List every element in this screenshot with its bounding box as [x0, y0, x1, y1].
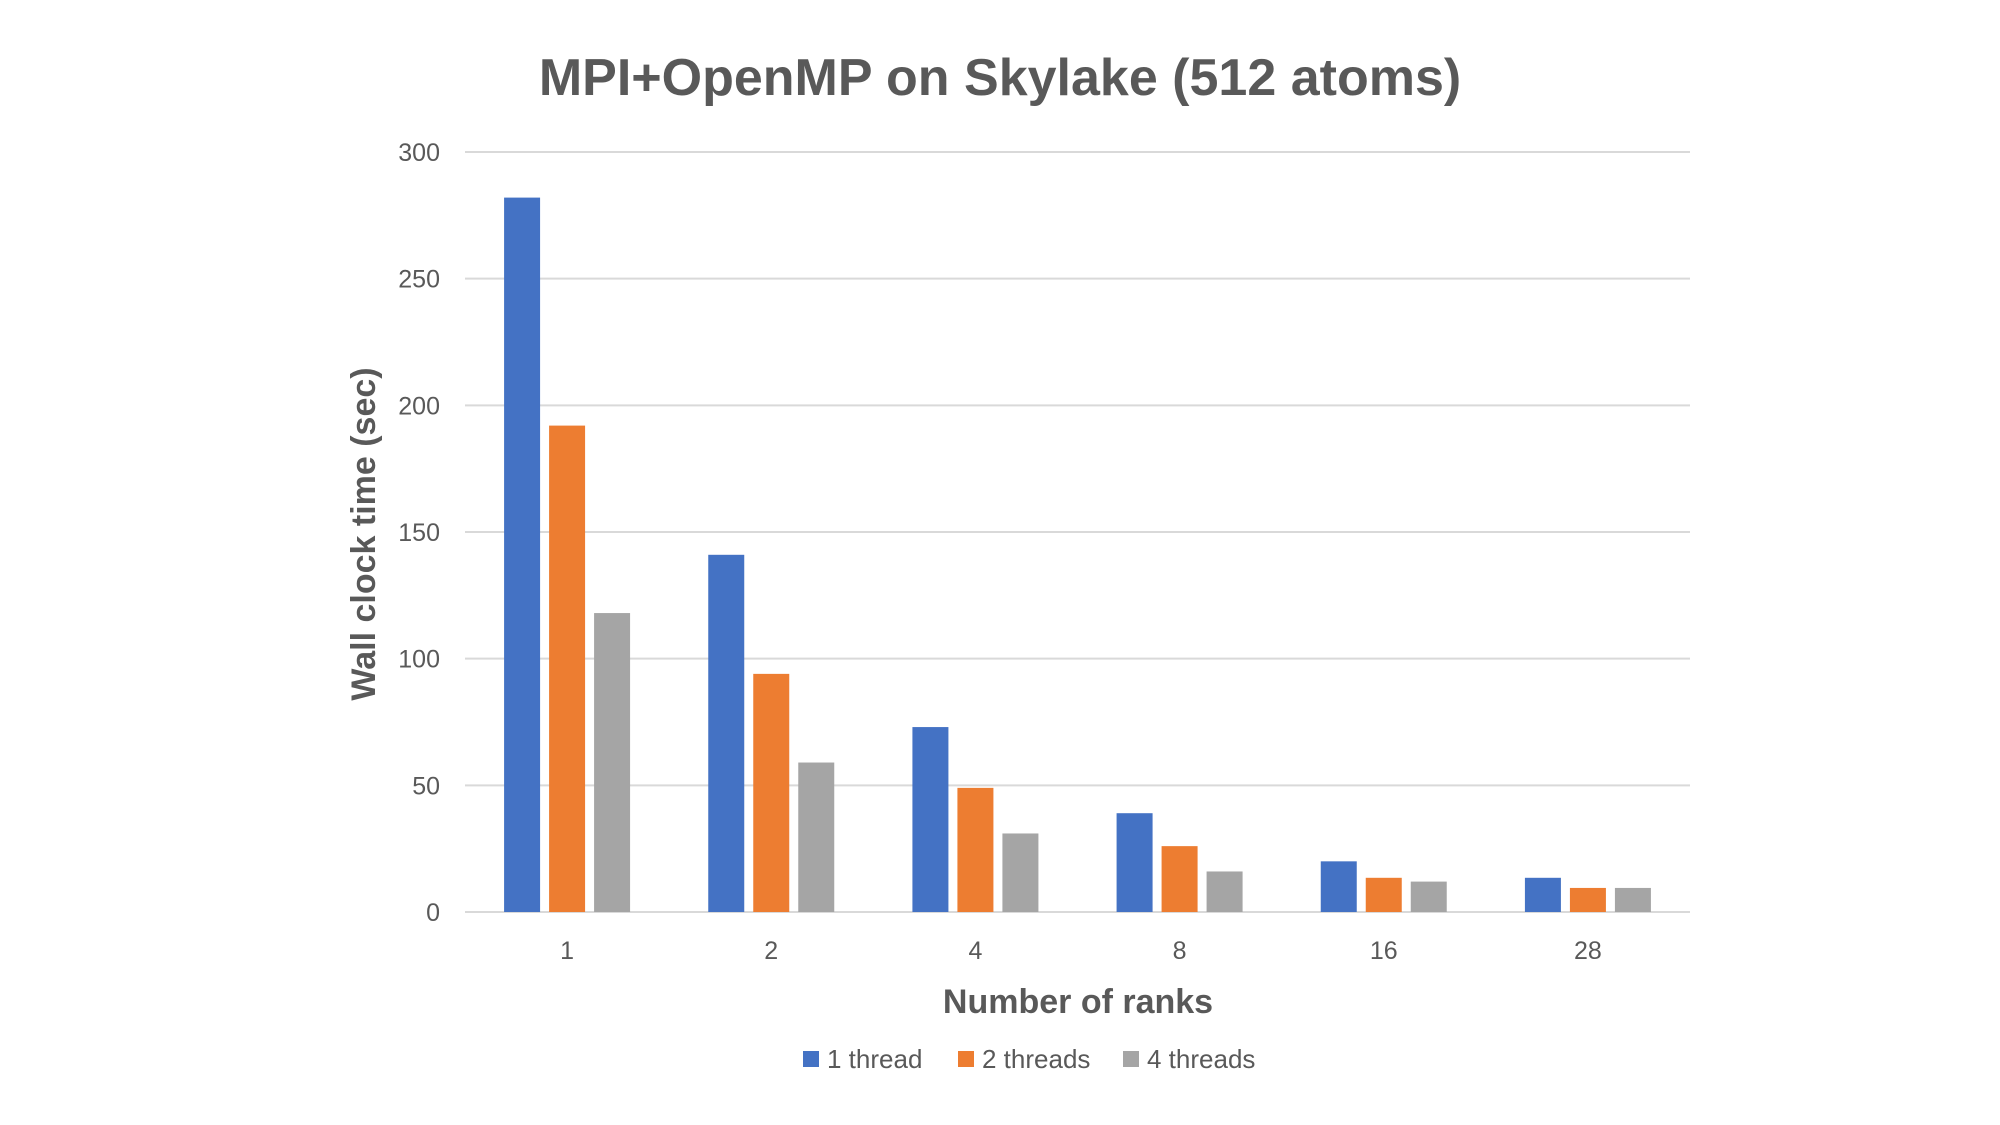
chart-title: MPI+OpenMP on Skylake (512 atoms): [539, 49, 1461, 107]
bars: [504, 197, 1651, 913]
bar-4-threads-16: [1410, 881, 1447, 912]
x-tick-label: 4: [968, 937, 982, 965]
legend: 1 thread 2 threads 4 threads: [803, 1044, 1255, 1074]
y-tick-label: 250: [398, 266, 440, 294]
bar-1-thread-2: [708, 554, 745, 912]
legend-label: 2 threads: [982, 1044, 1090, 1074]
bar-2-threads-1: [549, 425, 586, 912]
y-tick-label: 50: [412, 772, 440, 800]
bar-1-thread-16: [1320, 861, 1357, 912]
y-axis-title: Wall clock time (sec): [345, 367, 383, 700]
x-axis-ticks: 1 2 4 8 16 28: [560, 937, 1602, 965]
bar-4-threads-4: [1002, 833, 1039, 912]
bar-2-threads-16: [1365, 877, 1402, 912]
bar-1-thread-4: [912, 727, 949, 912]
bar-4-threads-1: [594, 613, 631, 912]
y-tick-label: 100: [398, 646, 440, 674]
bar-4-threads-8: [1206, 871, 1243, 912]
bar-2-threads-28: [1569, 887, 1606, 912]
y-tick-label: 0: [426, 899, 440, 927]
y-axis-ticks: 0 50 100 150 200 250 300: [398, 139, 440, 927]
x-tick-label: 1: [560, 937, 574, 965]
y-tick-label: 150: [398, 519, 440, 547]
y-tick-label: 300: [398, 139, 440, 167]
bar-1-thread-1: [504, 197, 541, 913]
legend-label: 1 thread: [827, 1044, 922, 1074]
bar-1-thread-28: [1524, 877, 1561, 912]
bar-2-threads-4: [957, 787, 994, 912]
bar-2-threads-8: [1161, 846, 1198, 912]
x-tick-label: 2: [764, 937, 778, 965]
x-tick-label: 8: [1173, 937, 1187, 965]
x-tick-label: 28: [1574, 937, 1602, 965]
legend-swatch: [958, 1051, 974, 1067]
bar-1-thread-8: [1116, 813, 1153, 912]
bar-2-threads-2: [753, 673, 790, 912]
x-tick-label: 16: [1370, 937, 1398, 965]
x-axis-title: Number of ranks: [943, 983, 1213, 1021]
bar-4-threads-28: [1614, 887, 1651, 912]
bar-4-threads-2: [798, 762, 835, 912]
legend-swatch: [803, 1051, 819, 1067]
gridlines: [465, 151, 1690, 913]
y-tick-label: 200: [398, 392, 440, 420]
legend-label: 4 threads: [1147, 1044, 1255, 1074]
legend-swatch: [1123, 1051, 1139, 1067]
